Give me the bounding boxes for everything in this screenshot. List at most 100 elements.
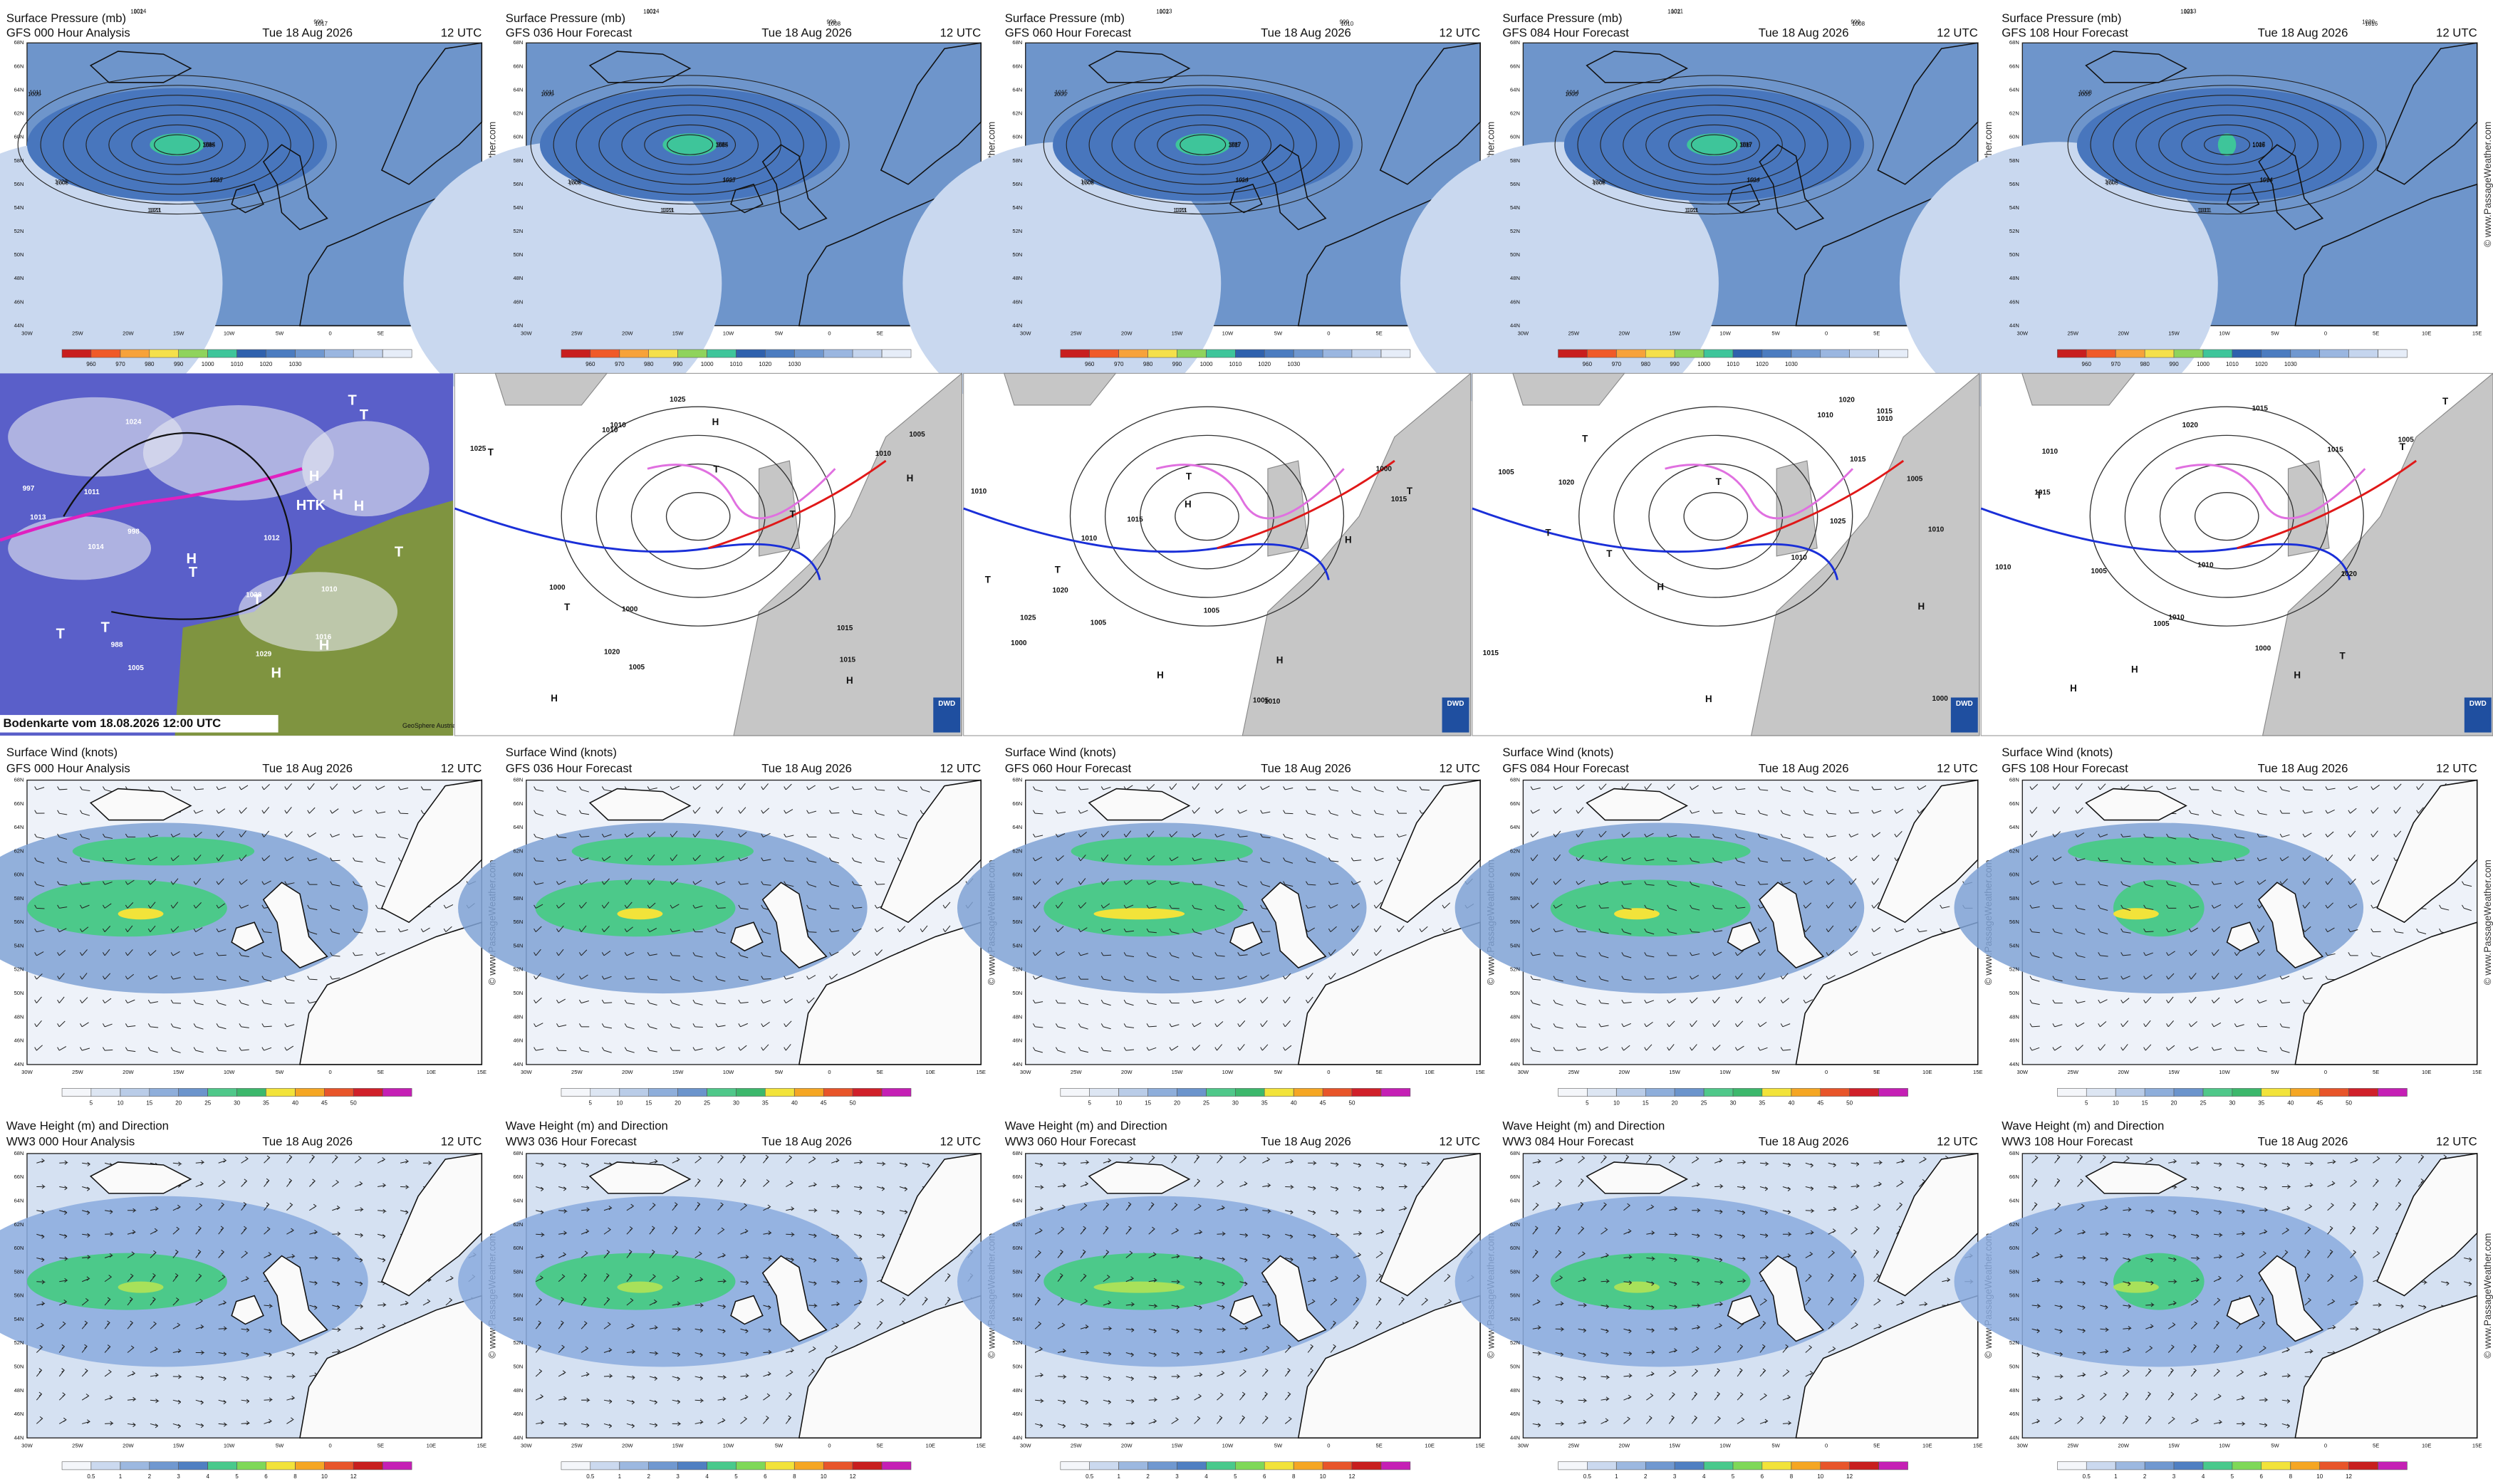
colorbar-segment <box>2319 1088 2349 1097</box>
colorbar-segment <box>2115 1088 2145 1097</box>
isobar-label: 1011 <box>2197 207 2210 214</box>
lat-label: 52N <box>513 1339 523 1346</box>
lat-label: 62N <box>2009 110 2019 117</box>
lat-label: 44N <box>513 1061 523 1067</box>
land <box>1586 51 1689 83</box>
lat-label: 60N <box>513 872 523 878</box>
land <box>2376 42 2478 185</box>
land <box>2376 1152 2478 1297</box>
panel-time: 12 UTC <box>441 1135 482 1149</box>
lon-label: 15E <box>1475 1069 1484 1075</box>
lat-label: 44N <box>1012 1434 1022 1441</box>
lon-label: 5W <box>1274 330 1283 337</box>
panel-subtitle: GFS 108 Hour Forecast <box>2002 26 2128 39</box>
isobar-label: 1026 <box>55 179 68 185</box>
lat-label: 46N <box>2009 1411 2019 1417</box>
lat-label: 54N <box>2009 1316 2019 1322</box>
colorbar-label: 35 <box>762 1100 769 1107</box>
pressure-label: 1010 <box>610 422 626 429</box>
land <box>730 183 764 214</box>
panel-title: Surface Wind (knots) <box>506 746 617 759</box>
lon-label: 5W <box>1771 330 1780 337</box>
colorbar-label: 5 <box>2085 1100 2088 1107</box>
lon-label: 5W <box>2271 1069 2279 1075</box>
colorbar-label: 1010 <box>1727 361 1739 367</box>
isobar <box>40 85 314 205</box>
lon-label: 5E <box>378 1442 384 1448</box>
pressure-label: 1005 <box>1907 476 1923 484</box>
isobar-label: 1008 <box>568 180 581 187</box>
lon-label: 15E <box>1973 1069 1982 1075</box>
colorbar-label: 8 <box>2289 1473 2293 1480</box>
lon-label: 30W <box>521 330 532 337</box>
isobar-label: 1023 <box>147 207 160 214</box>
colorbar-segment <box>178 349 208 358</box>
lat-label: 62N <box>1012 848 1022 855</box>
colorbar-segment <box>561 1461 591 1470</box>
colorbar-segment <box>1177 349 1207 358</box>
colorbar-segment <box>1820 1461 1850 1470</box>
isobar <box>2158 114 2296 175</box>
isobar <box>630 463 766 570</box>
colorbar-segment <box>382 1461 412 1470</box>
lon-label: 10E <box>427 1069 436 1075</box>
low-core <box>2217 133 2237 157</box>
pressure-label: H <box>1705 694 1712 704</box>
lat-label: 44N <box>14 322 24 328</box>
lon-label: 5E <box>378 330 384 337</box>
colorbar-segment <box>2261 349 2291 358</box>
colorbar-segment <box>1294 1088 1323 1097</box>
isobar <box>2204 134 2251 155</box>
isobar <box>2194 492 2259 541</box>
land <box>798 1295 982 1439</box>
colorbar-segment <box>120 349 150 358</box>
panel-date: Tue 18 Aug 2026 <box>2258 26 2348 39</box>
colorbar-segment <box>1147 349 1177 358</box>
peak-area <box>617 1281 663 1293</box>
land <box>1379 1152 1481 1297</box>
colorbar-segment <box>1674 1461 1704 1470</box>
lat-label: 54N <box>1510 1316 1520 1322</box>
isobar-label: 1008 <box>1081 180 1094 187</box>
pressure-label: H <box>1345 535 1352 545</box>
colorbar-label: 3 <box>676 1473 680 1480</box>
colorbar-segment <box>382 1088 412 1097</box>
land <box>588 51 692 83</box>
lon-label: 20W <box>1121 1442 1133 1448</box>
lat-label: 62N <box>513 110 523 117</box>
pressure-label: H <box>309 469 320 484</box>
colorbar-segment <box>2057 1461 2087 1470</box>
pressure-label: 1005 <box>127 664 144 672</box>
lon-label: 15E <box>477 1442 486 1448</box>
colorbar-segment <box>1322 1461 1353 1470</box>
lat-label: 68N <box>1510 39 1520 46</box>
lat-label: 56N <box>1012 181 1022 187</box>
colorbar-segment <box>2319 1461 2349 1470</box>
land <box>733 372 963 736</box>
isobar <box>1613 434 1818 598</box>
colorbar-segment <box>707 1461 737 1470</box>
land <box>2294 183 2478 327</box>
lat-label: 62N <box>14 848 24 855</box>
colorbar-label: 20 <box>2171 1100 2177 1107</box>
lon-label: 10W <box>224 1442 235 1448</box>
colorbar-label: 8 <box>793 1473 796 1480</box>
lon-label: 25W <box>1071 1069 1082 1075</box>
lon-label: 15E <box>1475 1442 1484 1448</box>
pressure-label: H <box>1157 670 1164 681</box>
colorbar-segment <box>1118 1088 1148 1097</box>
land <box>299 1295 483 1439</box>
colorbar-segment <box>1351 349 1382 358</box>
colorbar-segment <box>2348 1088 2378 1097</box>
colorbar-segment <box>765 349 795 358</box>
lat-label: 58N <box>513 157 523 164</box>
isobar-label: 1002 <box>130 9 143 15</box>
strong-area <box>535 1253 736 1310</box>
lon-label: 15E <box>1973 1442 1982 1448</box>
strong-area <box>571 837 754 866</box>
colorbar-segment <box>794 349 824 358</box>
lon-label: 5E <box>2373 1069 2379 1075</box>
lat-label: 48N <box>2009 1387 2019 1394</box>
colorbar-segment <box>2144 1088 2175 1097</box>
pressure-label: 1020 <box>2182 422 2199 429</box>
